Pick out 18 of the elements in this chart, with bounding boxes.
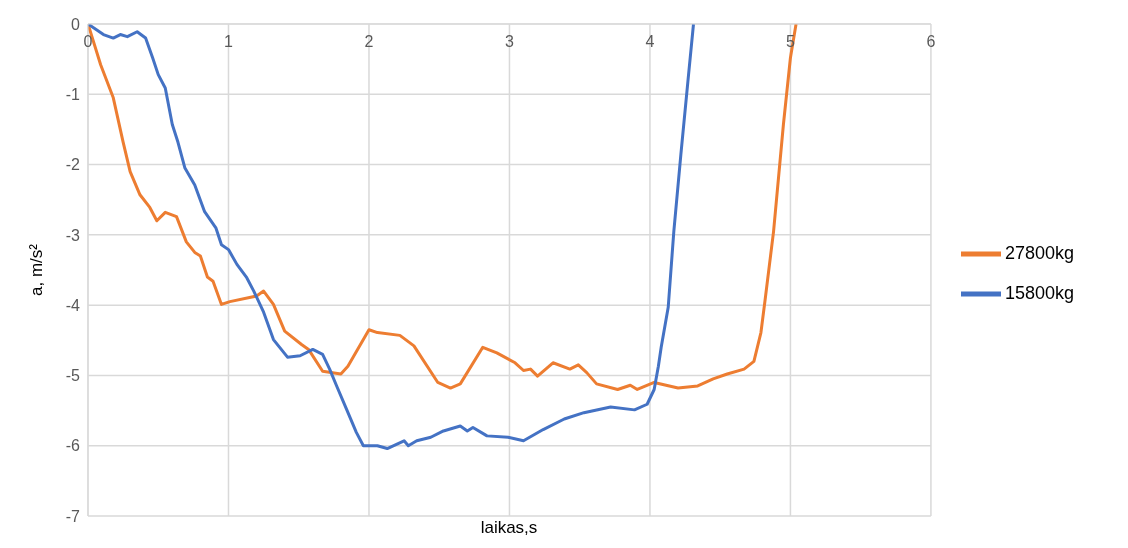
y-tick-label: -4 [65,296,81,314]
y-axis-title: a, m/s² [27,243,46,296]
legend-label: 27800kg [1004,242,1074,263]
x-tick-label: 6 [926,33,936,51]
y-tick-label: -7 [65,507,81,525]
x-tick-label: 3 [505,33,515,51]
legend-label: 15800kg [1004,283,1074,303]
x-tick-label: 4 [645,33,655,51]
y-tick-label: -2 [65,156,81,174]
x-tick-label: 0 [83,33,93,51]
x-tick-label: 2 [364,33,374,51]
y-tick-label: -1 [65,85,81,103]
y-tick-label: 0 [71,15,81,33]
y-tick-label: -6 [65,437,81,455]
x-axis-title: laikas,s [479,518,539,538]
x-tick-label: 1 [224,33,234,51]
y-tick-label: -3 [65,226,81,244]
y-tick-label: -5 [65,367,81,385]
